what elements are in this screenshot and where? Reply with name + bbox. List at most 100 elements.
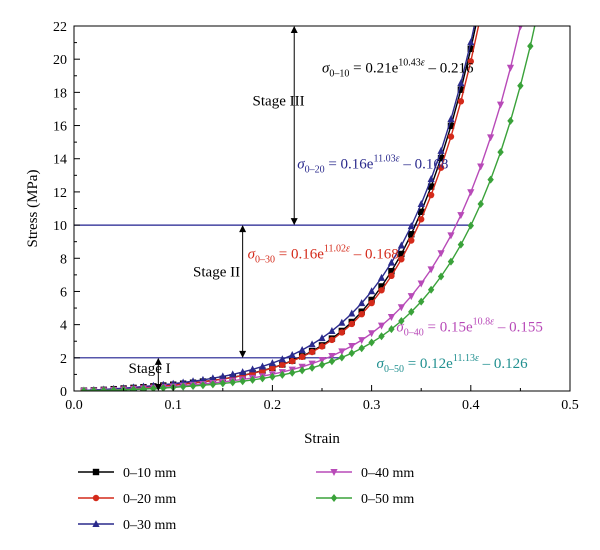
stage-arrow-head-bottom-1 bbox=[154, 384, 162, 391]
equation-3: σ0–30 = 0.16e11.02ε – 0.168 bbox=[248, 243, 399, 265]
data-point bbox=[437, 146, 445, 154]
data-point bbox=[239, 377, 246, 386]
data-point bbox=[497, 148, 504, 157]
legend-label: 0–30 mm bbox=[123, 518, 176, 533]
x-tick-label: 0.5 bbox=[561, 398, 579, 413]
data-point bbox=[90, 386, 98, 391]
data-point bbox=[348, 320, 355, 328]
data-point bbox=[248, 365, 257, 373]
y-tick-label: 0 bbox=[60, 385, 67, 400]
data-point bbox=[377, 322, 386, 330]
data-point bbox=[160, 384, 167, 391]
data-point bbox=[457, 212, 465, 220]
data-point bbox=[179, 382, 187, 391]
legend-label: 0–10 mm bbox=[123, 466, 176, 481]
data-point bbox=[418, 208, 425, 216]
data-point bbox=[338, 329, 346, 336]
data-point bbox=[477, 200, 484, 209]
data-point bbox=[506, 64, 515, 72]
data-point bbox=[219, 372, 227, 380]
data-point bbox=[398, 256, 405, 263]
data-point bbox=[318, 360, 326, 369]
data-point bbox=[318, 334, 326, 342]
data-point bbox=[388, 325, 395, 334]
data-point bbox=[348, 343, 356, 351]
data-point bbox=[417, 280, 425, 288]
legend-item-4: 0–40 mm bbox=[316, 466, 414, 481]
data-point bbox=[130, 385, 137, 391]
equation-5: σ0–50 = 0.12e11.13ε – 0.126 bbox=[377, 353, 529, 375]
stage-arrow-head-top-2 bbox=[239, 225, 247, 233]
data-point bbox=[100, 386, 107, 391]
data-point bbox=[289, 368, 296, 377]
data-point bbox=[388, 272, 395, 280]
data-point bbox=[209, 374, 217, 382]
y-tick-label: 16 bbox=[53, 120, 67, 135]
legend-item-2: 0–20 mm bbox=[78, 492, 176, 507]
data-point bbox=[478, 13, 484, 19]
data-point bbox=[189, 382, 197, 391]
data-point bbox=[496, 101, 505, 109]
data-point bbox=[229, 378, 236, 387]
data-point bbox=[417, 200, 425, 208]
data-point bbox=[518, 26, 523, 31]
x-tick-label: 0.1 bbox=[164, 398, 182, 413]
data-point bbox=[288, 350, 296, 358]
legend-marker bbox=[92, 468, 100, 476]
data-point bbox=[368, 338, 375, 347]
data-point bbox=[378, 287, 385, 294]
series-line-4 bbox=[83, 26, 522, 391]
data-point bbox=[358, 337, 366, 345]
data-point bbox=[328, 352, 336, 360]
data-point bbox=[279, 361, 286, 368]
data-point bbox=[467, 58, 474, 65]
y-tick-label: 8 bbox=[60, 252, 67, 267]
equation-4: σ0–40 = 0.15e10.8ε – 0.155 bbox=[396, 316, 542, 338]
data-point bbox=[398, 250, 405, 258]
data-point bbox=[467, 221, 474, 230]
data-point bbox=[279, 370, 286, 379]
data-point bbox=[308, 348, 316, 356]
data-point bbox=[140, 385, 147, 391]
legend-item-1: 0–10 mm bbox=[78, 466, 176, 481]
data-point bbox=[388, 268, 395, 275]
annotations: Stage I Stage II Stage III σ0–10 = 0.21e10.… bbox=[129, 26, 543, 391]
stage-arrow-head-bottom-2 bbox=[239, 350, 247, 358]
data-point bbox=[387, 258, 396, 266]
data-point bbox=[447, 232, 455, 240]
data-point bbox=[397, 241, 405, 249]
data-point bbox=[408, 231, 415, 238]
legend: 0–10 mm 0–20 mm 0–30 mm 0–40 mm 0–50 mm bbox=[78, 466, 414, 533]
stage-label-3: Stage III bbox=[253, 94, 305, 110]
data-point bbox=[437, 272, 445, 281]
data-point bbox=[407, 222, 415, 230]
data-point bbox=[328, 326, 336, 334]
data-point bbox=[457, 98, 465, 105]
data-point bbox=[209, 380, 217, 389]
data-point bbox=[507, 116, 514, 125]
legend-label: 0–20 mm bbox=[123, 492, 176, 507]
legend-item-3: 0–30 mm bbox=[78, 518, 176, 533]
data-point bbox=[447, 115, 455, 123]
y-tick-label: 10 bbox=[53, 219, 67, 234]
y-tick-label: 22 bbox=[53, 20, 67, 35]
data-point bbox=[447, 133, 455, 140]
data-point bbox=[467, 45, 474, 53]
data-point bbox=[358, 299, 366, 307]
stage-label-1: Stage I bbox=[129, 361, 171, 377]
data-point bbox=[447, 257, 455, 266]
data-point bbox=[368, 287, 376, 295]
data-point bbox=[467, 38, 475, 46]
data-point bbox=[259, 374, 266, 383]
stage-arrow-head-top-3 bbox=[290, 26, 298, 33]
y-tick-label: 12 bbox=[53, 186, 67, 201]
data-point bbox=[308, 363, 316, 372]
data-point bbox=[348, 309, 356, 317]
data-point bbox=[437, 250, 445, 258]
data-point bbox=[537, 0, 543, 5]
y-tick-label: 14 bbox=[53, 153, 67, 168]
data-point bbox=[199, 381, 207, 390]
data-point bbox=[338, 348, 346, 356]
equation-1: σ0–10 = 0.21e10.43ε – 0.216 bbox=[322, 57, 474, 79]
